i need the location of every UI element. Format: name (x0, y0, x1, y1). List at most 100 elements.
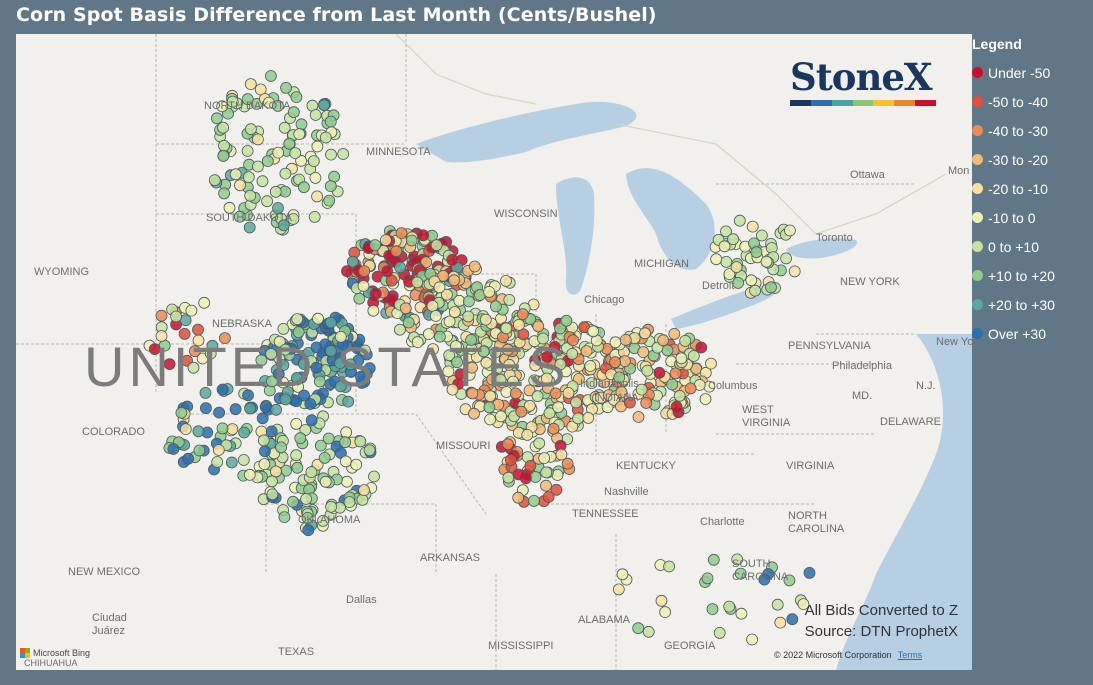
basis-point[interactable] (261, 195, 274, 208)
basis-point[interactable] (225, 456, 238, 469)
basis-point[interactable] (555, 448, 568, 461)
basis-point[interactable] (339, 436, 352, 449)
basis-point[interactable] (323, 194, 336, 207)
basis-point[interactable] (549, 387, 562, 400)
basis-point[interactable] (353, 292, 366, 305)
basis-point[interactable] (213, 406, 226, 419)
basis-point[interactable] (483, 401, 496, 414)
basis-point[interactable] (449, 340, 462, 353)
basis-point[interactable] (632, 622, 645, 635)
legend-item[interactable]: Over +30 (972, 319, 1090, 348)
basis-point[interactable] (175, 406, 188, 419)
basis-point[interactable] (265, 375, 278, 388)
basis-point[interactable] (256, 412, 269, 425)
basis-point[interactable] (259, 401, 272, 413)
basis-point[interactable] (242, 389, 255, 402)
basis-point[interactable] (185, 304, 198, 317)
basis-point[interactable] (290, 371, 303, 384)
basis-point[interactable] (293, 128, 306, 140)
basis-point[interactable] (426, 300, 439, 312)
basis-point[interactable] (278, 511, 291, 524)
basis-point[interactable] (264, 70, 277, 82)
basis-point[interactable] (204, 347, 217, 360)
basis-point[interactable] (317, 514, 329, 527)
basis-point[interactable] (675, 352, 688, 365)
basis-point[interactable] (350, 458, 363, 471)
basis-point[interactable] (466, 387, 479, 400)
basis-point[interactable] (710, 253, 723, 266)
basis-point[interactable] (411, 336, 424, 349)
basis-point[interactable] (251, 133, 264, 146)
basis-point[interactable] (765, 281, 777, 294)
basis-point[interactable] (244, 402, 257, 415)
basis-point[interactable] (733, 214, 746, 227)
basis-point[interactable] (265, 348, 278, 360)
basis-point[interactable] (258, 458, 271, 471)
basis-point[interactable] (257, 434, 270, 447)
basis-point[interactable] (515, 405, 528, 418)
basis-point[interactable] (340, 475, 353, 488)
basis-point[interactable] (277, 322, 290, 335)
basis-point[interactable] (528, 494, 540, 507)
basis-point[interactable] (503, 293, 516, 306)
basis-point[interactable] (256, 175, 269, 188)
basis-point[interactable] (265, 425, 278, 438)
basis-point[interactable] (420, 256, 433, 269)
basis-point[interactable] (266, 488, 279, 501)
basis-point[interactable] (443, 349, 456, 362)
basis-point[interactable] (325, 148, 337, 161)
basis-point[interactable] (730, 261, 743, 274)
basis-point[interactable] (148, 343, 161, 356)
basis-point[interactable] (313, 375, 326, 388)
basis-point[interactable] (503, 358, 516, 371)
basis-point[interactable] (784, 224, 796, 237)
legend-item[interactable]: -50 to -40 (972, 87, 1090, 116)
basis-point[interactable] (529, 471, 542, 483)
basis-point[interactable] (653, 366, 666, 379)
basis-point[interactable] (684, 382, 697, 395)
basis-point[interactable] (440, 288, 453, 301)
basis-point[interactable] (673, 389, 686, 402)
basis-point[interactable] (155, 309, 168, 322)
basis-point[interactable] (723, 268, 736, 281)
basis-point[interactable] (192, 425, 205, 438)
basis-point[interactable] (666, 378, 679, 391)
basis-point[interactable] (182, 452, 195, 465)
basis-point[interactable] (271, 100, 284, 112)
basis-point[interactable] (547, 422, 560, 435)
basis-point[interactable] (541, 350, 553, 363)
basis-point[interactable] (287, 213, 300, 225)
basis-point[interactable] (308, 210, 321, 223)
basis-point[interactable] (322, 432, 335, 445)
basis-point[interactable] (489, 346, 502, 359)
basis-point[interactable] (446, 253, 459, 266)
basis-point[interactable] (746, 220, 759, 233)
basis-point[interactable] (552, 401, 565, 414)
legend-item[interactable]: -10 to 0 (972, 203, 1090, 232)
basis-point[interactable] (270, 403, 283, 416)
basis-point[interactable] (305, 466, 318, 479)
basis-point[interactable] (780, 252, 792, 265)
basis-point[interactable] (542, 491, 555, 503)
basis-point[interactable] (641, 364, 654, 377)
basis-point[interactable] (229, 403, 242, 416)
basis-point[interactable] (340, 426, 353, 439)
basis-point[interactable] (304, 398, 317, 410)
basis-point[interactable] (609, 356, 621, 369)
basis-point[interactable] (199, 402, 212, 415)
basis-point[interactable] (319, 131, 332, 144)
basis-point[interactable] (192, 323, 204, 336)
basis-point[interactable] (309, 171, 322, 184)
basis-point[interactable] (334, 330, 347, 343)
basis-point[interactable] (318, 451, 331, 464)
basis-point[interactable] (502, 471, 515, 484)
basis-point[interactable] (580, 345, 593, 358)
basis-point[interactable] (746, 633, 758, 646)
basis-point[interactable] (720, 225, 732, 238)
basis-point[interactable] (216, 383, 229, 396)
map-canvas[interactable]: NORTH DAKOTA MINNESOTA SOUTH DAKOTA WISC… (16, 34, 972, 670)
basis-point[interactable] (346, 255, 359, 268)
basis-point[interactable] (291, 313, 304, 326)
basis-point[interactable] (537, 332, 549, 345)
basis-point[interactable] (233, 210, 246, 223)
